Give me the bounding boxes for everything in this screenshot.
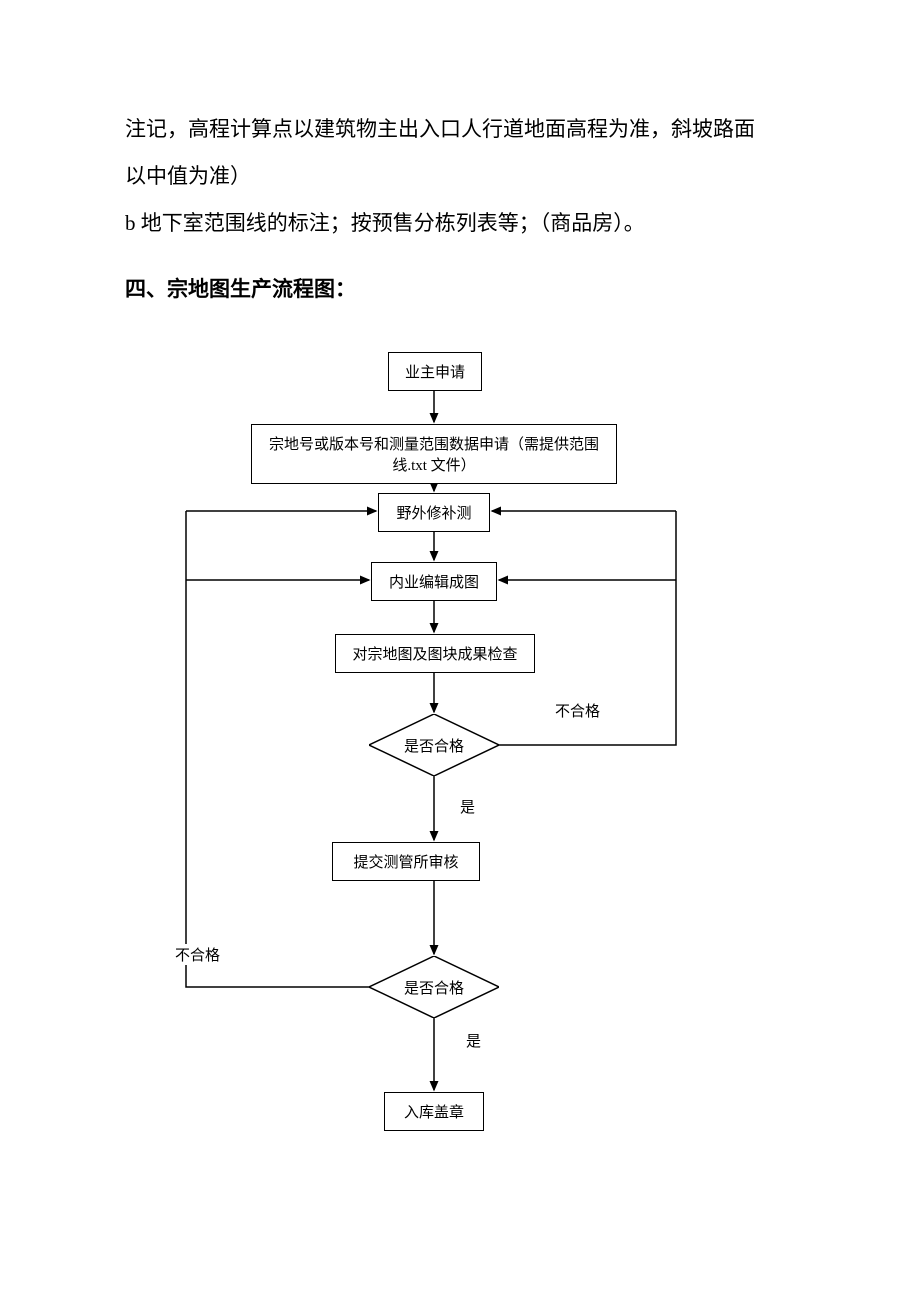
node-submit-review: 提交测管所审核 — [332, 842, 480, 881]
decision-1-label: 是否合格 — [404, 735, 464, 756]
paragraph-1-line-1: 注记，高程计算点以建筑物主出入口人行道地面高程为准，斜坡路面 — [125, 106, 805, 152]
node-indoor-edit: 内业编辑成图 — [371, 562, 497, 601]
decision-qualified-2: 是否合格 — [369, 956, 499, 1018]
flowchart: 业主申请 宗地号或版本号和测量范围数据申请（需提供范围线.txt 文件） 野外修… — [0, 340, 920, 1160]
decision-2-label: 是否合格 — [404, 977, 464, 998]
section-heading: 四、宗地图生产流程图： — [125, 266, 356, 312]
node-archive-stamp: 入库盖章 — [384, 1092, 484, 1131]
node-owner-apply: 业主申请 — [388, 352, 482, 391]
label-yes-1: 是 — [460, 796, 475, 817]
decision-qualified-1: 是否合格 — [369, 714, 499, 776]
paragraph-1-line-2: 以中值为准） — [125, 153, 251, 199]
node-field-survey: 野外修补测 — [378, 493, 490, 532]
paragraph-2: b 地下室范围线的标注；按预售分栋列表等；（商品房）。 — [125, 200, 805, 246]
label-yes-2: 是 — [466, 1030, 481, 1051]
label-fail-2: 不合格 — [175, 944, 220, 965]
node-data-apply: 宗地号或版本号和测量范围数据申请（需提供范围线.txt 文件） — [251, 424, 617, 484]
label-fail-1: 不合格 — [555, 700, 600, 721]
node-check-result: 对宗地图及图块成果检查 — [335, 634, 535, 673]
